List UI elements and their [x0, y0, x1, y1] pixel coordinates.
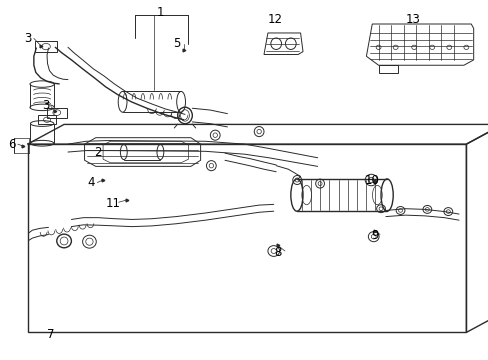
Text: 11: 11	[105, 197, 120, 210]
Text: 13: 13	[405, 13, 419, 26]
Text: 3: 3	[24, 32, 31, 45]
Text: 4: 4	[87, 176, 95, 189]
Text: 6: 6	[8, 138, 15, 150]
Text: 9: 9	[371, 229, 378, 242]
Text: 10: 10	[364, 174, 379, 186]
Text: 3: 3	[42, 99, 49, 112]
Bar	[27, 144, 466, 332]
Text: 8: 8	[273, 246, 281, 259]
Text: 5: 5	[173, 36, 181, 50]
Text: 2: 2	[94, 145, 102, 158]
Text: 1: 1	[157, 6, 164, 19]
Text: 12: 12	[266, 13, 282, 26]
Text: 7: 7	[47, 328, 55, 341]
